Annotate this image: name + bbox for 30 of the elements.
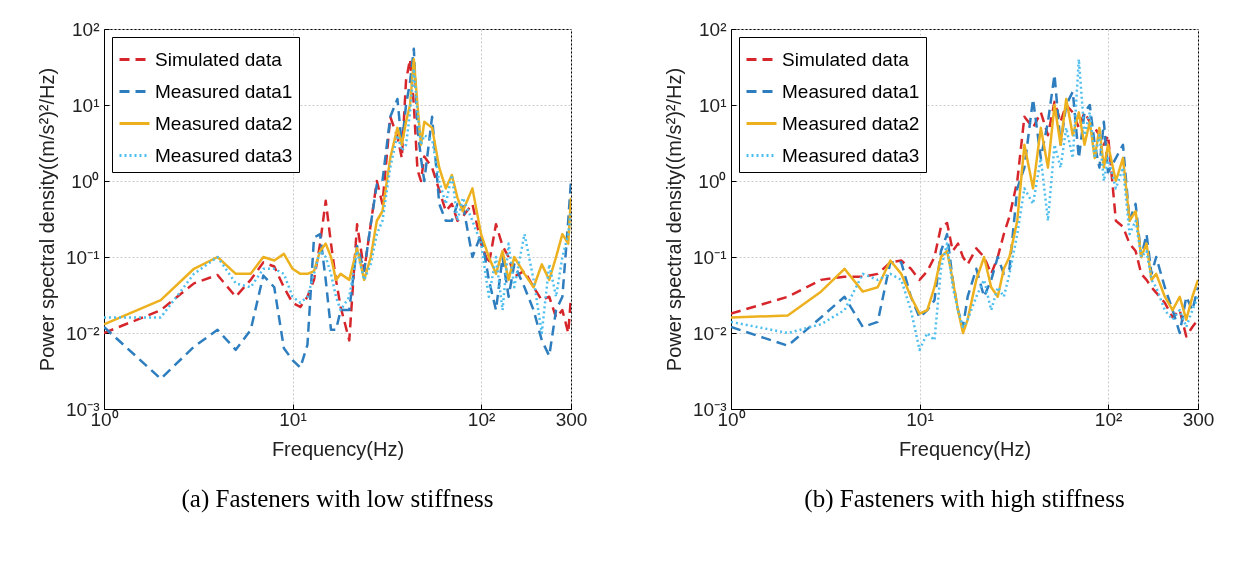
legend-label: Measured data2 (782, 112, 920, 134)
y-tick-label: 10⁰ (71, 170, 100, 192)
legend-label: Measured data1 (155, 80, 293, 102)
legend-label: Simulated data (155, 48, 283, 70)
x-tick-label: 300 (1182, 408, 1215, 430)
legend-label: Measured data1 (782, 80, 920, 102)
y-tick-label: 10² (72, 18, 100, 40)
legend-label: Measured data3 (782, 144, 920, 166)
y-tick-label: 10² (699, 18, 727, 40)
x-axis-title: Frequency(Hz) (271, 437, 405, 460)
x-tick-label: 10¹ (906, 408, 934, 430)
x-tick-label: 300 (555, 408, 588, 430)
legend-label: Measured data2 (155, 112, 293, 134)
x-tick-label: 10² (467, 408, 496, 430)
y-tick-label: 10⁻² (66, 322, 100, 344)
y-tick-label: 10⁰ (698, 170, 727, 192)
legend-label: Measured data3 (155, 144, 293, 166)
x-axis-title: Frequency(Hz) (898, 437, 1032, 460)
y-axis-title: Power spectral density((m/s²)²/Hz) (36, 67, 59, 372)
y-tick-label: 10¹ (699, 94, 727, 116)
x-tick-label: 10² (1094, 408, 1123, 430)
y-tick-label: 10⁻² (693, 322, 727, 344)
legend-label: Simulated data (782, 48, 910, 70)
y-tick-label: 10⁻¹ (66, 246, 100, 268)
x-tick-label: 10¹ (279, 408, 307, 430)
y-tick-label: 10⁻¹ (693, 246, 727, 268)
y-tick-label: 10¹ (72, 94, 100, 116)
text: (b) Fasteners with high stiffness (804, 485, 1125, 513)
y-axis-title: Power spectral density((m/s²)²/Hz) (663, 67, 686, 372)
text: (a) Fasteners with low stiffness (181, 485, 494, 513)
